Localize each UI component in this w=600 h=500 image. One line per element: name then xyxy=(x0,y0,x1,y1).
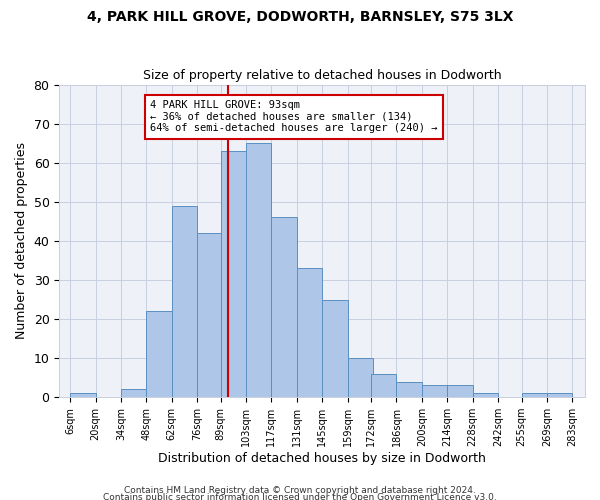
Bar xyxy=(322,300,347,397)
Text: 4, PARK HILL GROVE, DODWORTH, BARNSLEY, S75 3LX: 4, PARK HILL GROVE, DODWORTH, BARNSLEY, … xyxy=(87,10,513,24)
Bar xyxy=(221,151,246,397)
Bar xyxy=(547,394,572,397)
Bar xyxy=(447,386,473,397)
Bar xyxy=(172,206,197,397)
Bar xyxy=(246,143,271,397)
Title: Size of property relative to detached houses in Dodworth: Size of property relative to detached ho… xyxy=(143,69,502,82)
Bar xyxy=(347,358,373,397)
Bar xyxy=(121,390,146,397)
Bar xyxy=(422,386,447,397)
Bar xyxy=(371,374,397,397)
Text: Contains HM Land Registry data © Crown copyright and database right 2024.: Contains HM Land Registry data © Crown c… xyxy=(124,486,476,495)
Bar xyxy=(397,382,422,397)
X-axis label: Distribution of detached houses by size in Dodworth: Distribution of detached houses by size … xyxy=(158,452,486,465)
Bar xyxy=(297,268,322,397)
Bar xyxy=(521,394,547,397)
Bar xyxy=(70,394,95,397)
Bar xyxy=(197,233,223,397)
Bar xyxy=(473,394,498,397)
Text: Contains public sector information licensed under the Open Government Licence v3: Contains public sector information licen… xyxy=(103,494,497,500)
Bar xyxy=(271,218,297,397)
Text: 4 PARK HILL GROVE: 93sqm
← 36% of detached houses are smaller (134)
64% of semi-: 4 PARK HILL GROVE: 93sqm ← 36% of detach… xyxy=(150,100,437,134)
Y-axis label: Number of detached properties: Number of detached properties xyxy=(15,142,28,340)
Bar xyxy=(146,311,172,397)
